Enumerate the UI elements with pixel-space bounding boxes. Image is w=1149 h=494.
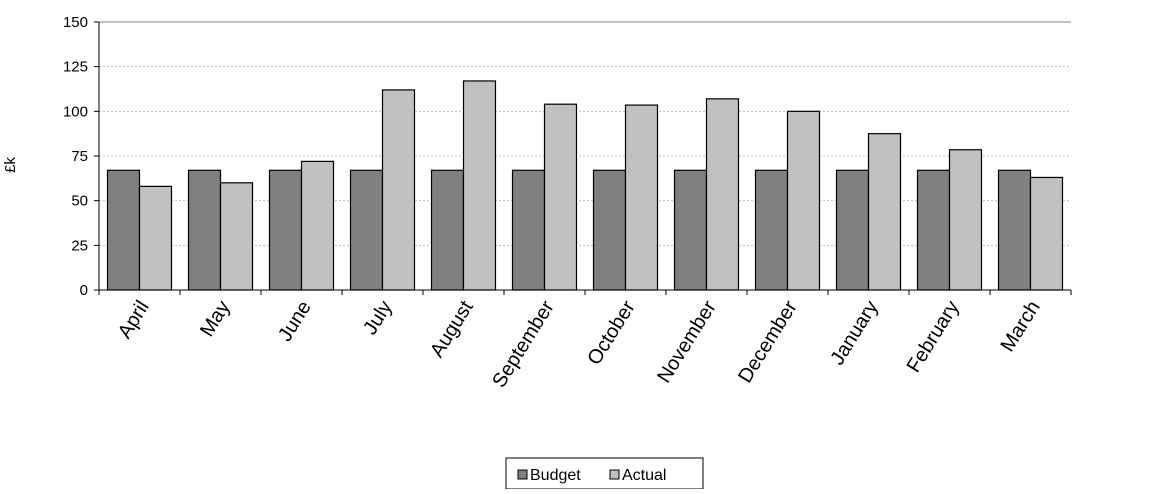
bar-budget-july <box>349 169 384 291</box>
bar-budget-february <box>916 169 951 291</box>
x-tick-labels: April May June July August September October No… <box>114 297 1045 392</box>
y-axis-title: £k <box>2 157 19 173</box>
bar-actual-february <box>948 149 983 291</box>
bar-budget-september <box>511 169 546 291</box>
bar-budget-october <box>592 169 627 291</box>
x-tick-label: July <box>359 297 397 339</box>
bar-actual-june <box>300 160 335 291</box>
bar-actual-september <box>543 103 578 291</box>
bar-actual-october <box>624 104 659 291</box>
bar-actual-march <box>1029 176 1064 291</box>
x-tick-label: February <box>903 297 964 377</box>
bar-actual-november <box>705 98 740 291</box>
axes <box>94 21 1072 295</box>
x-tick-label: May <box>196 297 235 341</box>
y-tick-label: 100 <box>63 103 88 120</box>
gridlines <box>99 66 1071 246</box>
y-tick-label: 50 <box>71 193 88 210</box>
y-tick-label: 125 <box>63 59 88 76</box>
bar-actual-december <box>786 110 821 291</box>
bar-actual-may <box>219 182 254 291</box>
bar-budget-march <box>997 169 1032 291</box>
x-tick-label: November <box>653 297 721 387</box>
bar-budget-may <box>187 169 222 291</box>
y-tick-labels: 0 25 50 75 100 125 150 <box>63 14 88 299</box>
legend-swatch-budget <box>517 469 528 480</box>
bar-budget-december <box>754 169 789 291</box>
bar-actual-july <box>381 89 416 291</box>
bar-budget-november <box>673 169 708 291</box>
bar-actual-april <box>138 185 173 291</box>
x-tick-label: June <box>274 297 316 345</box>
y-tick-label: 0 <box>80 282 88 299</box>
legend-label-actual: Actual <box>622 467 666 484</box>
y-tick-label: 25 <box>71 237 88 254</box>
bar-budget-april <box>106 169 141 291</box>
bar-budget-january <box>835 169 870 291</box>
y-tick-label: 75 <box>71 148 88 165</box>
x-tick-label: January <box>826 297 882 369</box>
bar-actual-august <box>462 80 497 291</box>
y-tick-label: 150 <box>63 14 88 31</box>
x-tick-label: December <box>734 297 802 387</box>
x-tick-label: October <box>583 297 640 369</box>
x-tick-label: March <box>997 297 1045 356</box>
legend-swatch-actual <box>609 469 620 480</box>
bars <box>106 80 1064 291</box>
x-tick-label: September <box>488 297 559 392</box>
bar-budget-june <box>268 169 303 291</box>
bar-budget-august <box>430 169 465 291</box>
legend: Budget Actual <box>505 457 704 490</box>
bar-actual-january <box>867 133 902 291</box>
legend-label-budget: Budget <box>530 467 581 484</box>
x-tick-label: August <box>426 297 478 362</box>
x-tick-label: April <box>114 297 154 343</box>
